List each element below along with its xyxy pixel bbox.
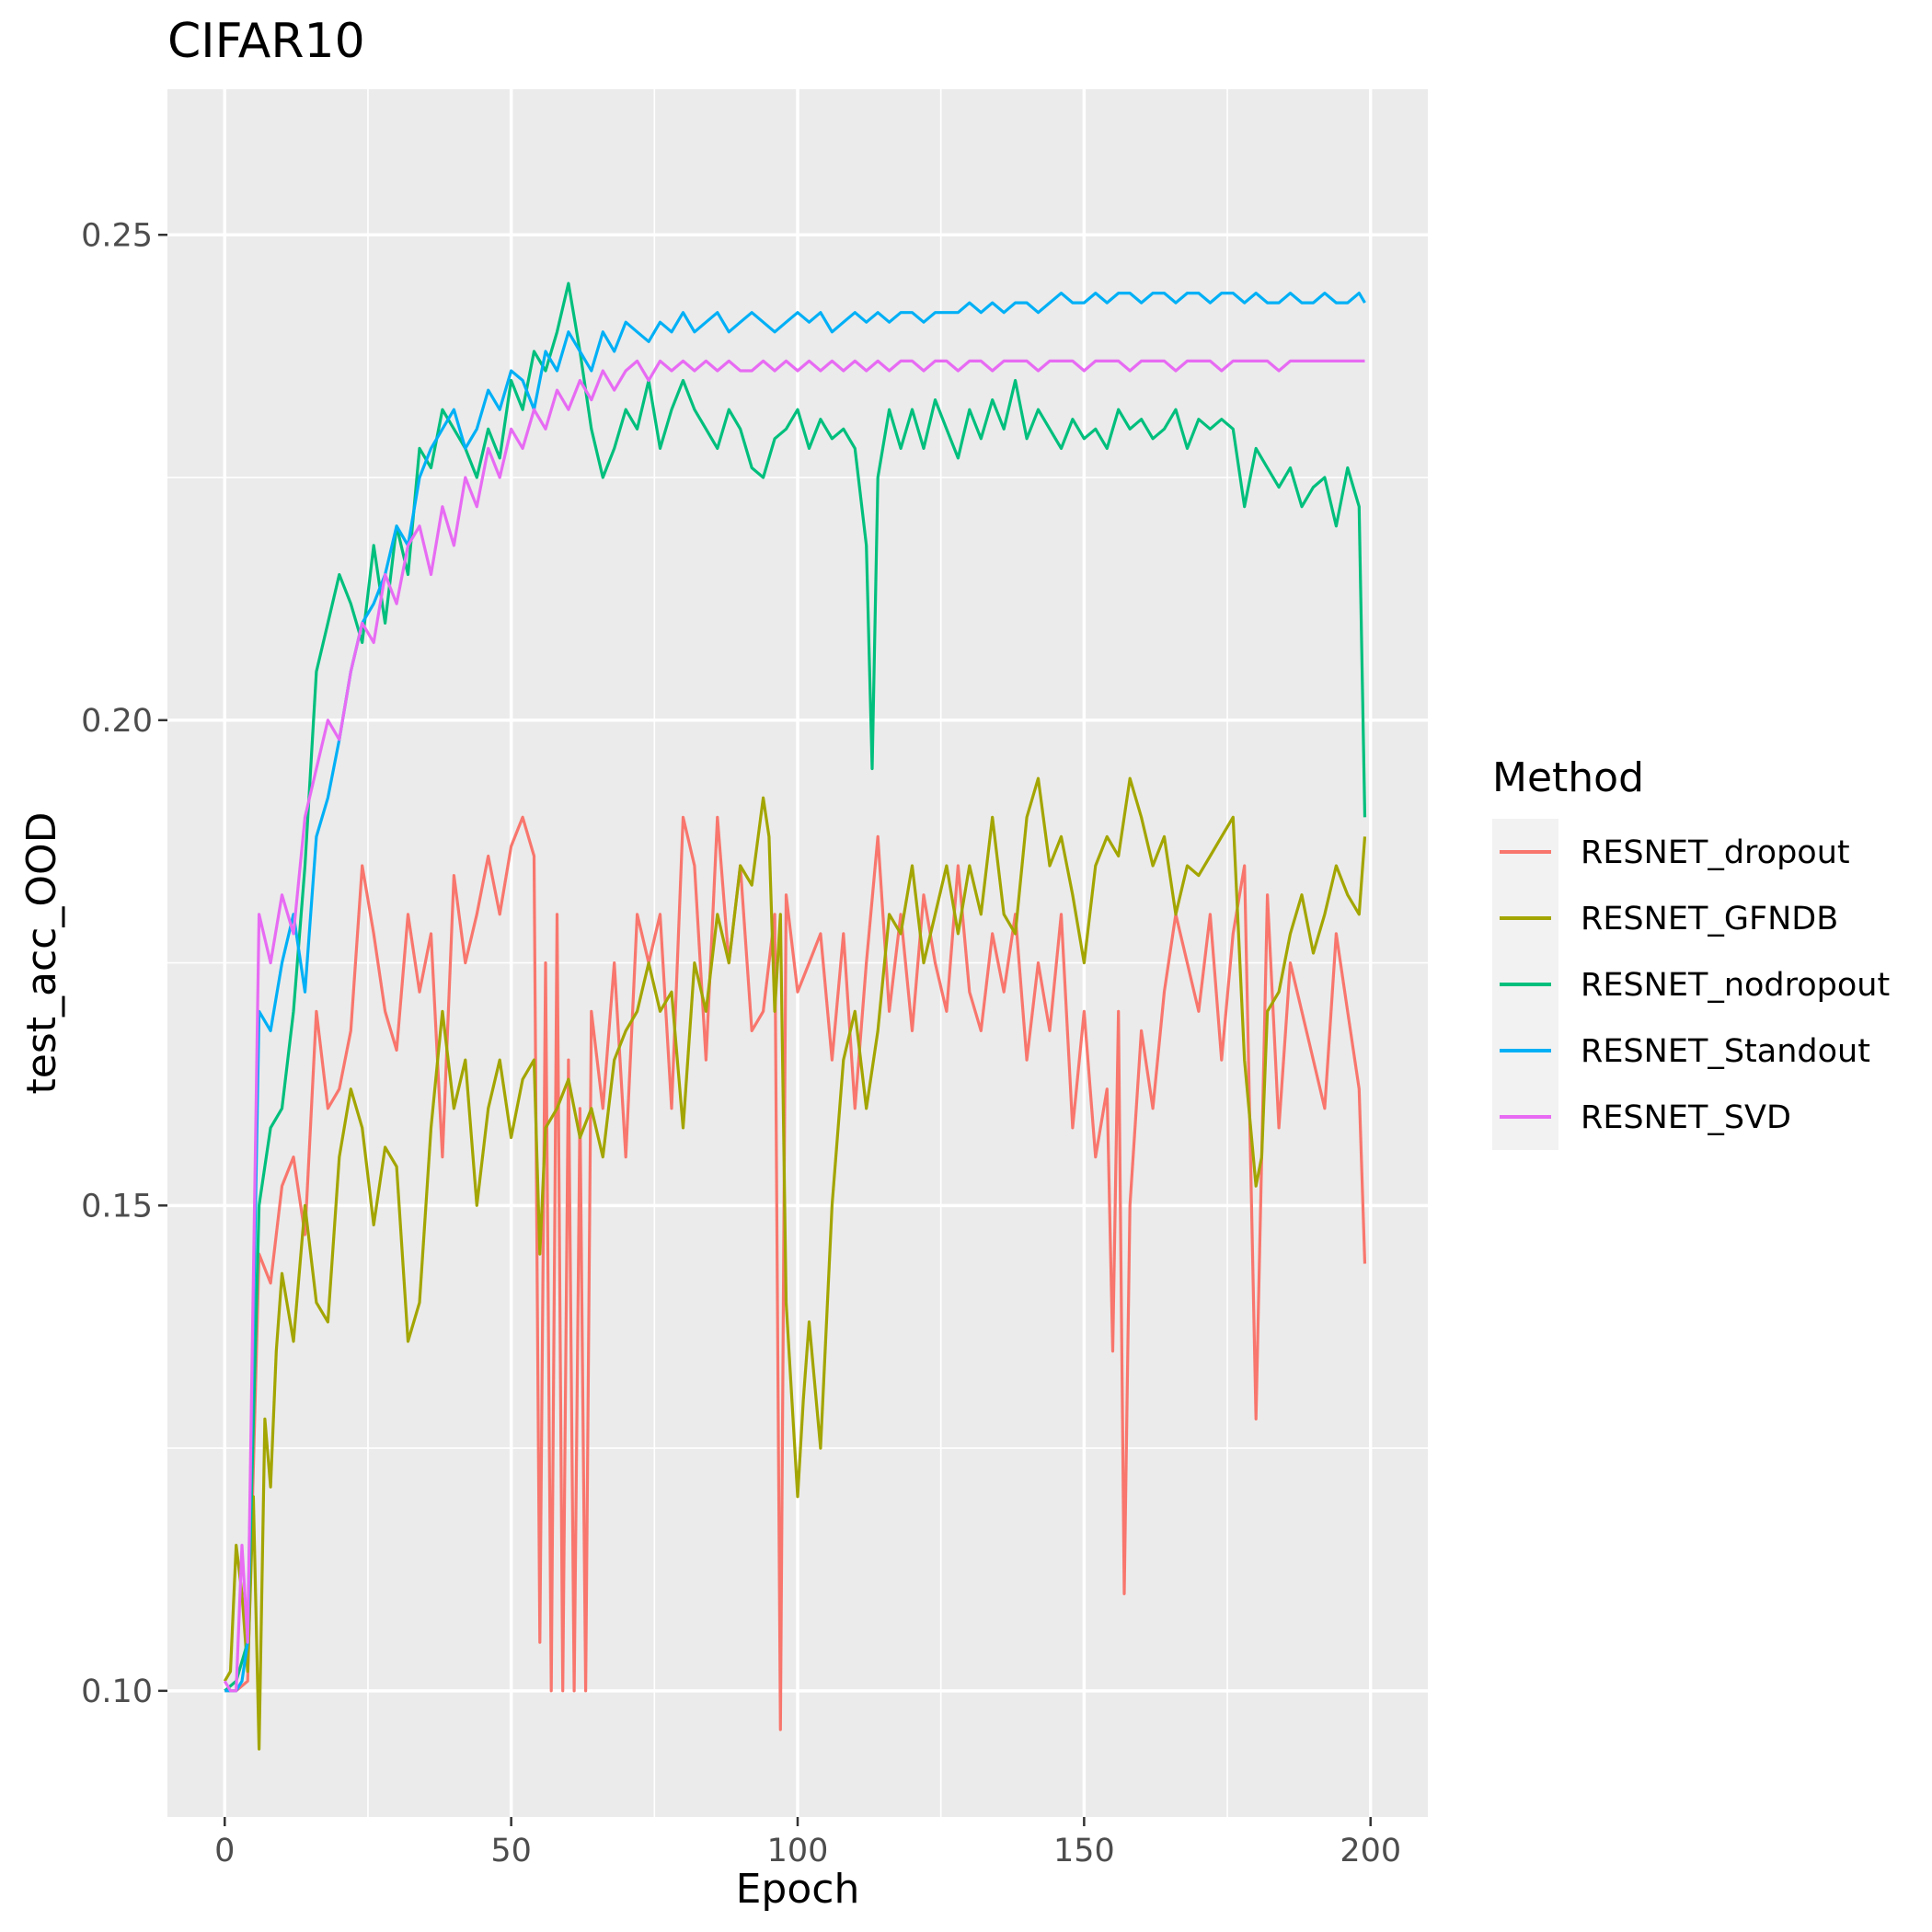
y-tick-label: 0.10	[81, 1673, 153, 1710]
series-line-resnet-dropout	[224, 815, 1367, 1731]
y-tick-label: 0.25	[81, 217, 153, 254]
legend-label: RESNET_dropout	[1581, 834, 1850, 871]
legend-label: RESNET_nodropout	[1581, 967, 1890, 1004]
legend-title: Method	[1492, 754, 1644, 801]
series-line-resnet-nodropout	[224, 282, 1367, 1693]
y-tick-label: 0.20	[81, 703, 153, 740]
legend: Method RESNET_dropoutRESNET_GFNDBRESNET_…	[1492, 754, 1890, 1150]
y-tick-label: 0.15	[81, 1188, 153, 1225]
series-lines	[223, 282, 1367, 1751]
series-line-resnet-standout	[224, 292, 1366, 1693]
series-line-resnet-svd	[223, 359, 1365, 1693]
legend-label: RESNET_SVD	[1581, 1099, 1791, 1136]
legend-label: RESNET_GFNDB	[1581, 901, 1838, 937]
chart-title: CIFAR10	[167, 14, 365, 69]
y-axis: 0.10 0.15 0.20 0.25	[81, 217, 167, 1710]
legend-label: RESNET_Standout	[1581, 1033, 1870, 1070]
legend-items: RESNET_dropout RESNET_GFNDB RESNET_nodropo…	[1492, 819, 1890, 1150]
series-line-resnet-gfndb	[223, 776, 1367, 1751]
x-axis: 0 50 100 150 200	[214, 1817, 1401, 1869]
x-tick-label: 50	[490, 1833, 532, 1869]
x-tick-label: 150	[1053, 1833, 1115, 1869]
x-tick-label: 200	[1340, 1833, 1401, 1869]
y-axis-title: test_acc_OOD	[18, 812, 65, 1095]
x-axis-title: Epoch	[736, 1866, 860, 1913]
x-tick-label: 0	[214, 1833, 235, 1869]
x-tick-label: 100	[767, 1833, 829, 1869]
